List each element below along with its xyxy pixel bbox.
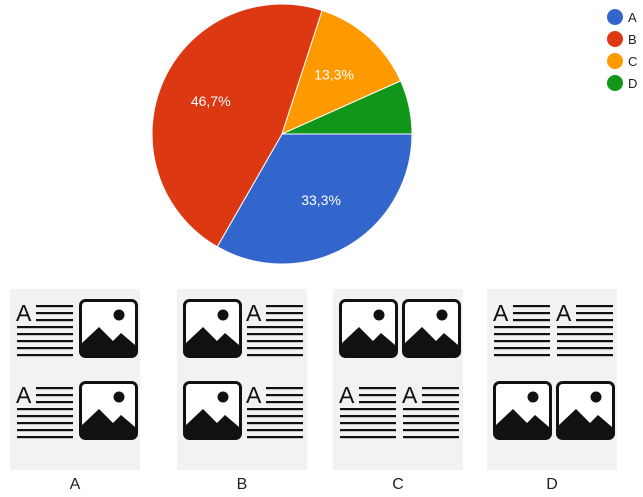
pie-slice-c[interactable]: [281, 9, 402, 135]
legend-label-a: A: [628, 9, 637, 25]
pie-chart: 33,3% 46,7% 13,3%: [151, 3, 413, 265]
text-block-icon: A: [339, 382, 396, 439]
layout-label-b: B: [236, 476, 248, 493]
svg-text:A: A: [493, 300, 509, 326]
legend-swatch-d: [607, 75, 623, 91]
pie-slice-d[interactable]: [281, 80, 413, 135]
legend-item-b[interactable]: B: [607, 28, 637, 50]
text-block-icon: A: [402, 382, 459, 439]
legend-swatch-a: [607, 9, 623, 25]
pie-label-a: 33,3%: [301, 192, 341, 208]
svg-text:A: A: [246, 300, 262, 326]
legend-label-b: B: [628, 31, 637, 47]
image-placeholder-icon: [79, 381, 138, 440]
legend-label-c: C: [628, 53, 638, 69]
layout-illustration-a: AA: [16, 299, 138, 440]
svg-text:A: A: [339, 382, 355, 408]
legend-item-d[interactable]: D: [607, 72, 637, 94]
legend-item-c[interactable]: C: [607, 50, 637, 72]
image-placeholder-icon: [556, 381, 615, 440]
legend-label-d: D: [628, 75, 638, 91]
text-block-icon: A: [246, 382, 303, 439]
legend-swatch-c: [607, 53, 623, 69]
layout-illustration-b: AA: [183, 299, 303, 440]
legend-item-a[interactable]: A: [607, 6, 637, 28]
image-placeholder-icon: [79, 299, 138, 358]
image-placeholder-icon: [183, 381, 242, 440]
layout-label-d: D: [546, 476, 558, 493]
svg-text:A: A: [402, 382, 418, 408]
image-placeholder-icon: [402, 299, 461, 358]
pie-slice-a[interactable]: [216, 133, 413, 265]
svg-text:A: A: [16, 382, 32, 408]
layout-label-c: C: [392, 476, 404, 493]
text-block-icon: A: [493, 300, 550, 357]
svg-text:A: A: [246, 382, 262, 408]
image-placeholder-icon: [183, 299, 242, 358]
text-block-icon: A: [246, 300, 303, 357]
text-block-icon: A: [556, 300, 613, 357]
pie-label-c: 13,3%: [314, 67, 354, 83]
pie-label-b: 46,7%: [191, 93, 231, 109]
legend: A B C D: [607, 6, 637, 94]
svg-text:A: A: [556, 300, 572, 326]
pie-slice-b[interactable]: [151, 3, 323, 248]
image-placeholder-icon: [339, 299, 398, 358]
text-block-icon: A: [16, 300, 73, 357]
svg-text:A: A: [16, 300, 32, 326]
legend-swatch-b: [607, 31, 623, 47]
text-block-icon: A: [16, 382, 73, 439]
image-placeholder-icon: [493, 381, 552, 440]
layout-label-a: A: [69, 476, 81, 493]
